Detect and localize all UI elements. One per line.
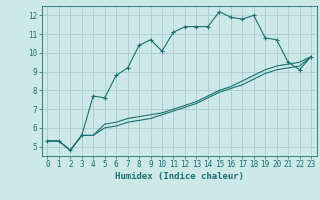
X-axis label: Humidex (Indice chaleur): Humidex (Indice chaleur) [115,172,244,181]
